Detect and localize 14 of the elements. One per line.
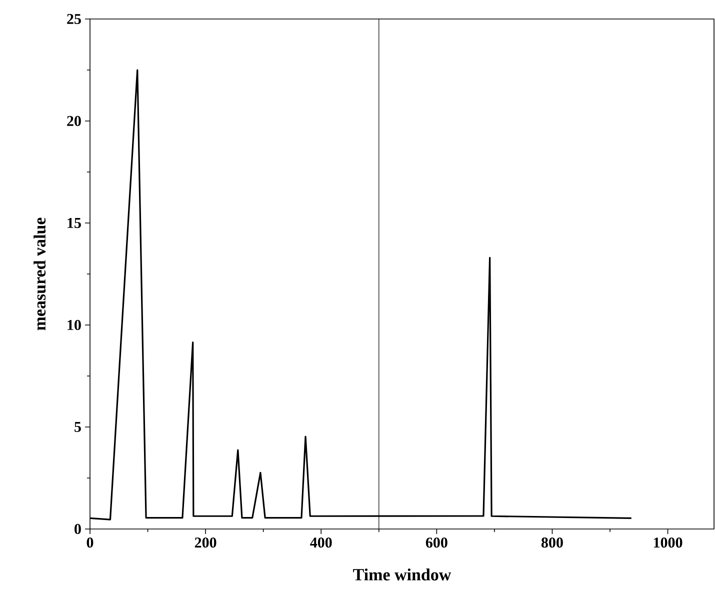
y-tick-label: 0 bbox=[74, 524, 81, 534]
x-tick-label: 1000 bbox=[654, 538, 682, 548]
x-tick-label: 400 bbox=[310, 538, 332, 548]
y-axis-title: measured value bbox=[34, 218, 46, 330]
x-axis-title: Time window bbox=[353, 568, 452, 580]
y-tick-label: 25 bbox=[67, 14, 81, 24]
x-tick-label: 600 bbox=[426, 538, 448, 548]
y-tick-label: 15 bbox=[68, 218, 81, 228]
y-tick-label: 10 bbox=[68, 320, 81, 330]
x-tick-label: 800 bbox=[541, 538, 563, 548]
x-tick-label: 0 bbox=[86, 538, 94, 548]
x-tick-label: 200 bbox=[194, 538, 216, 548]
y-tick-label: 20 bbox=[67, 116, 81, 126]
y-tick-label: 5 bbox=[74, 422, 81, 432]
